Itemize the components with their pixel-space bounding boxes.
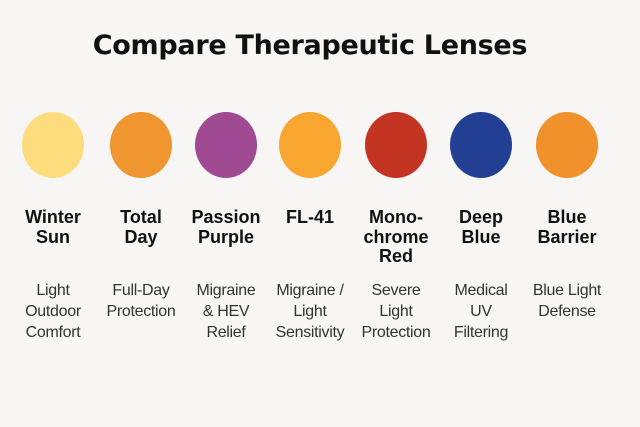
lens-name: Total Day [93, 207, 189, 274]
lens-description-line: Severe [371, 282, 421, 299]
lens-color-swatch [536, 112, 598, 178]
lens-name-line: Blue [461, 226, 501, 247]
lens-description: Blue Light Defense [519, 280, 615, 343]
lens-card: Winter Sun Light Outdoor Comfort [5, 112, 101, 343]
lens-name: Mono-chrome Red [348, 207, 444, 274]
page-title: Compare Therapeutic Lenses [92, 30, 528, 61]
lens-name-line: Blue [547, 207, 587, 227]
lens-card: FL-41 Migraine / Light Sensitivity [262, 112, 358, 343]
lens-description-line: Blue Light [532, 282, 602, 299]
lens-name: Deep Blue [433, 207, 529, 274]
lens-description-line: Sensitivity [275, 324, 345, 341]
lens-description-line: Protection [106, 303, 176, 320]
lens-name-line [262, 228, 358, 248]
lens-name: Winter Sun [5, 207, 101, 274]
lens-name-line: chrome [363, 226, 429, 247]
lens-description-line: UV [470, 303, 492, 320]
lens-description-line: Light [293, 303, 327, 320]
lens-name-line: Sun [36, 226, 70, 247]
lens-description-line: Relief [206, 324, 246, 341]
lens-description: Severe Light Protection [348, 280, 444, 343]
lens-color-swatch [110, 112, 172, 178]
lens-description-line: Filtering [453, 324, 509, 341]
lens-description: Migraine & HEV Relief [178, 280, 274, 343]
lens-name: Passion Purple [178, 207, 274, 274]
lens-name: Blue Barrier [519, 207, 615, 274]
lens-name-line: Barrier [537, 226, 597, 247]
lens-description: Migraine / Light Sensitivity [262, 280, 358, 343]
lens-description-line: Medical [454, 282, 508, 299]
lens-card: Blue Barrier Blue Light Defense [519, 112, 615, 343]
lens-description: Light Outdoor Comfort [5, 280, 101, 343]
lens-color-swatch [22, 112, 84, 178]
lens-description-line: Light [379, 303, 413, 320]
lens-name-line: Red [378, 246, 413, 266]
lens-card: Passion Purple Migraine & HEV Relief [178, 112, 274, 343]
lens-name-line: Total [120, 207, 162, 227]
lens-description-line: Light [36, 282, 70, 299]
lens-color-swatch [279, 112, 341, 178]
lens-name-line: Passion [191, 207, 261, 227]
lens-card: Total Day Full-Day Protection [93, 112, 189, 343]
lens-name-line: Day [124, 226, 158, 247]
lens-description-line [93, 322, 189, 343]
lens-name-line: FL-41 [285, 207, 334, 227]
lens-name-line: Purple [197, 226, 254, 247]
lens-description-line: & HEV [202, 303, 250, 320]
lens-color-swatch [195, 112, 257, 178]
lens-card: Mono-chrome Red Severe Light Protection [348, 112, 444, 343]
lens-description-line [519, 322, 615, 343]
lens-name: FL-41 [262, 207, 358, 274]
lens-color-swatch [365, 112, 427, 178]
lens-description-line: Migraine / [276, 282, 344, 299]
lens-description-line: Outdoor [25, 303, 81, 320]
lens-description-line: Comfort [25, 324, 81, 341]
lens-description-line: Migraine [196, 282, 256, 299]
lens-name-line: Winter [25, 207, 81, 227]
lens-description-line: Protection [361, 324, 431, 341]
lens-description-line: Defense [538, 303, 596, 320]
lens-description-line: Full-Day [112, 282, 170, 299]
lens-description: Full-Day Protection [93, 280, 189, 343]
lens-name-line: Mono- [369, 207, 423, 227]
lens-name-line: Deep [458, 207, 503, 227]
lens-card: Deep Blue Medical UV Filtering [433, 112, 529, 343]
lens-description: Medical UV Filtering [433, 280, 529, 343]
lens-color-swatch [450, 112, 512, 178]
